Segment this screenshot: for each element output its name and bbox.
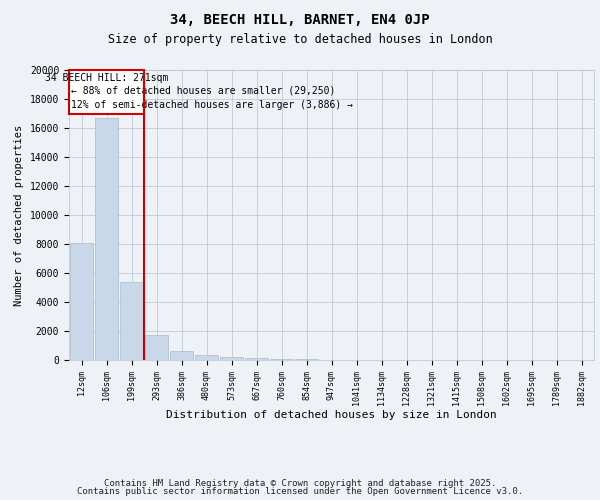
Bar	[170, 351, 193, 360]
Text: Size of property relative to detached houses in London: Size of property relative to detached ho…	[107, 32, 493, 46]
Text: Contains HM Land Registry data © Crown copyright and database right 2025.: Contains HM Land Registry data © Crown c…	[104, 478, 496, 488]
Bar	[95, 118, 118, 360]
Bar	[70, 242, 94, 360]
Text: ← 88% of detached houses are smaller (29,250): ← 88% of detached houses are smaller (29…	[71, 86, 335, 96]
Bar	[245, 358, 268, 360]
X-axis label: Distribution of detached houses by size in London: Distribution of detached houses by size …	[166, 410, 497, 420]
Bar	[119, 282, 143, 360]
Bar	[269, 359, 293, 360]
Bar	[145, 336, 169, 360]
Text: Contains public sector information licensed under the Open Government Licence v3: Contains public sector information licen…	[77, 487, 523, 496]
Text: 34, BEECH HILL, BARNET, EN4 0JP: 34, BEECH HILL, BARNET, EN4 0JP	[170, 12, 430, 26]
Y-axis label: Number of detached properties: Number of detached properties	[14, 124, 25, 306]
Text: 12% of semi-detached houses are larger (3,886) →: 12% of semi-detached houses are larger (…	[71, 100, 353, 110]
Bar	[194, 356, 218, 360]
FancyBboxPatch shape	[69, 70, 144, 114]
Text: 34 BEECH HILL: 271sqm: 34 BEECH HILL: 271sqm	[45, 73, 168, 83]
Bar	[220, 357, 244, 360]
